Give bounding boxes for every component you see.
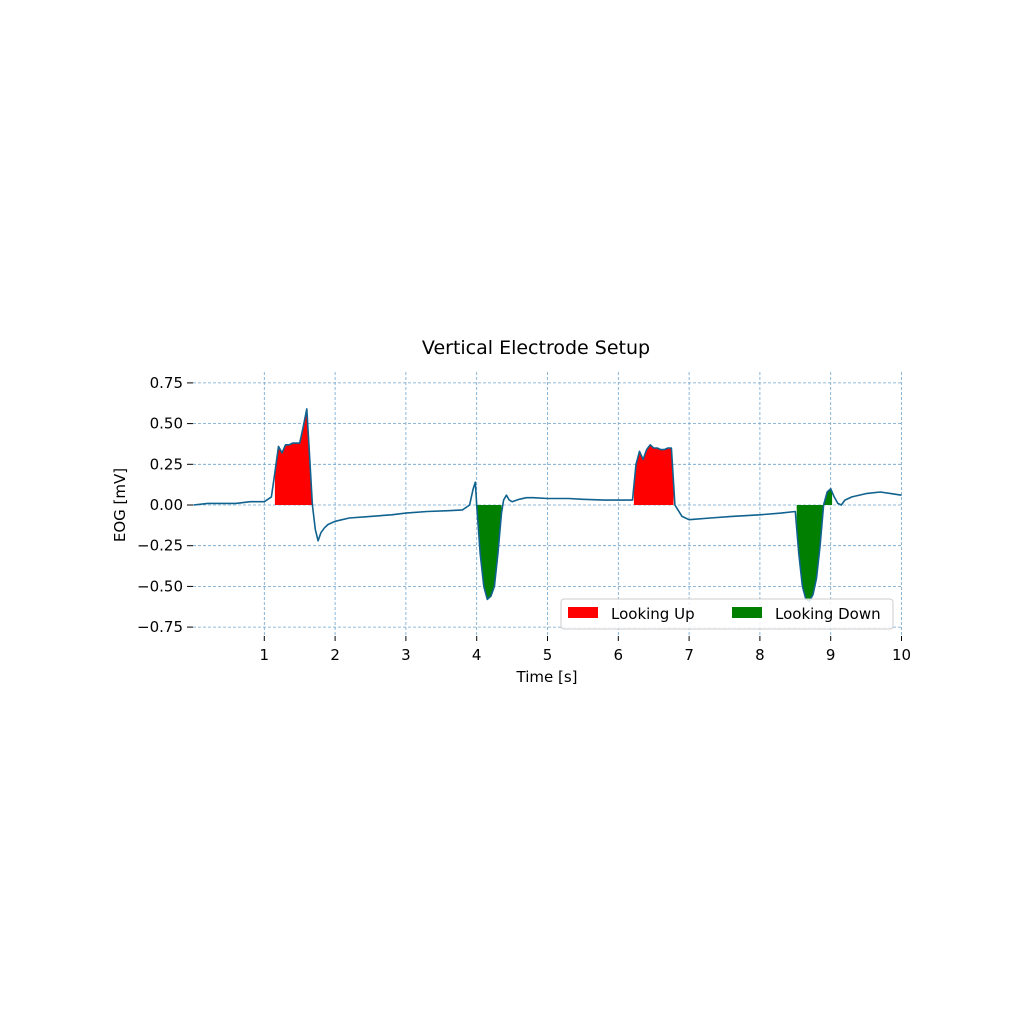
x-tick-label: 10 (892, 646, 911, 664)
legend-swatch (732, 607, 762, 618)
x-axis-ticks: 1 2 3 4 5 6 7 8 9 10 (260, 636, 911, 664)
x-tick-label: 9 (826, 646, 836, 664)
y-axis-label: EOG [mV] (111, 468, 129, 542)
x-tick-label: 8 (755, 646, 765, 664)
x-tick-label: 6 (614, 646, 624, 664)
legend-swatch (568, 607, 598, 618)
looking-up-region (274, 408, 313, 505)
legend: Looking Up Looking Down (560, 598, 894, 630)
x-axis-label: Time [s] (516, 668, 578, 686)
y-axis-ticks: 0.75 0.50 0.25 0.00 −0.25 −0.50 −0.75 (137, 374, 193, 636)
x-tick-label: 1 (260, 646, 270, 664)
x-tick-label: 4 (472, 646, 482, 664)
chart-title: Vertical Electrode Setup (422, 337, 650, 359)
x-tick-label: 2 (330, 646, 340, 664)
looking-up-region (633, 444, 674, 505)
y-tick-label: 0.00 (150, 496, 183, 514)
x-tick-label: 3 (401, 646, 411, 664)
y-tick-label: −0.25 (137, 537, 183, 555)
y-tick-label: −0.75 (137, 618, 183, 636)
y-tick-label: 0.25 (150, 455, 183, 473)
y-tick-label: 0.75 (150, 374, 183, 392)
y-tick-label: 0.50 (150, 415, 183, 433)
legend-label: Looking Down (775, 605, 881, 623)
legend-box (560, 598, 894, 630)
x-tick-label: 7 (684, 646, 694, 664)
legend-label: Looking Up (611, 605, 695, 623)
looking-down-region (796, 488, 833, 602)
y-tick-label: −0.50 (137, 577, 183, 595)
x-tick-label: 5 (543, 646, 553, 664)
